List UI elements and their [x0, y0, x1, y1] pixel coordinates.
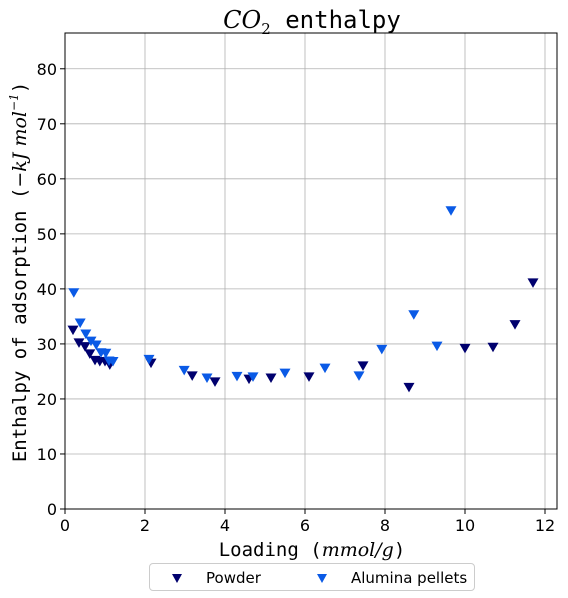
title-formula-subscript: 2 [261, 20, 271, 38]
data-point-alumina-pellets [68, 288, 79, 298]
data-point-powder [488, 343, 499, 353]
legend-label-powder: Powder [206, 569, 261, 587]
y-tick-label: 70 [37, 115, 57, 134]
data-point-powder [510, 320, 521, 330]
y-axis-label: Enthalpy of adsorption (−kJ mol−1) [7, 82, 31, 462]
grid [65, 33, 557, 509]
ticks: 0 2 4 6 8 10 12 0 10 20 30 40 50 60 70 80 [37, 60, 556, 535]
y-tick-label: 30 [37, 335, 57, 354]
y-tick-label: 40 [37, 280, 57, 299]
y-tick-label: 20 [37, 390, 57, 409]
x-tick-label: 6 [300, 516, 310, 535]
y-axis-label-unit: −kJ mol [9, 111, 31, 188]
title-text: enthalpy [271, 6, 401, 34]
legend-marker-alumina-pellets [315, 571, 329, 585]
legend-entry-powder: Powder [170, 568, 261, 588]
y-tick-label: 60 [37, 170, 57, 189]
x-tick-label: 12 [535, 516, 555, 535]
legend-entry-alumina-pellets: Alumina pellets [315, 568, 467, 588]
x-axis-label-close: ) [394, 539, 405, 561]
data-point-alumina-pellets [376, 345, 387, 355]
x-tick-label: 8 [380, 516, 390, 535]
title-formula-base: CO [223, 6, 261, 34]
y-tick-label: 80 [37, 60, 57, 79]
legend-label-alumina-pellets: Alumina pellets [351, 569, 467, 587]
data-point-alumina-pellets [354, 371, 365, 381]
data-point-powder [210, 377, 221, 387]
x-tick-label: 2 [140, 516, 150, 535]
x-axis-label: Loading (mmol/g) [219, 539, 406, 561]
legend-marker-powder [170, 571, 184, 585]
data-point-powder [187, 371, 198, 381]
data-point-alumina-pellets [320, 364, 331, 374]
x-tick-label: 10 [455, 516, 475, 535]
x-axis-label-unit: mmol/g [322, 539, 394, 561]
data-point-alumina-pellets [232, 372, 243, 382]
data-point-powder [460, 344, 471, 354]
data-point-alumina-pellets [408, 310, 419, 320]
y-tick-label: 10 [37, 445, 57, 464]
x-axis-label-text: Loading ( [219, 539, 322, 561]
data-point-alumina-pellets [280, 369, 291, 379]
data-point-alumina-pellets [432, 342, 443, 352]
data-point-powder [528, 278, 539, 288]
y-axis-label-close: ) [9, 82, 31, 93]
y-axis-label-exponent: −1 [7, 93, 21, 111]
data-point-powder [358, 361, 369, 371]
legend: Powder Alumina pellets [149, 563, 475, 591]
y-axis-label-text: Enthalpy of adsorption ( [9, 188, 31, 463]
y-tick-label: 50 [37, 225, 57, 244]
y-tick-label: 0 [47, 500, 57, 519]
data-point-powder [404, 383, 415, 393]
x-tick-label: 0 [60, 516, 70, 535]
data-point-powder [68, 326, 79, 336]
x-tick-label: 4 [220, 516, 230, 535]
data-point-powder [266, 374, 277, 384]
data-point-alumina-pellets [446, 206, 457, 216]
data-point-alumina-pellets [179, 366, 190, 376]
plot-area-frame [65, 33, 557, 509]
